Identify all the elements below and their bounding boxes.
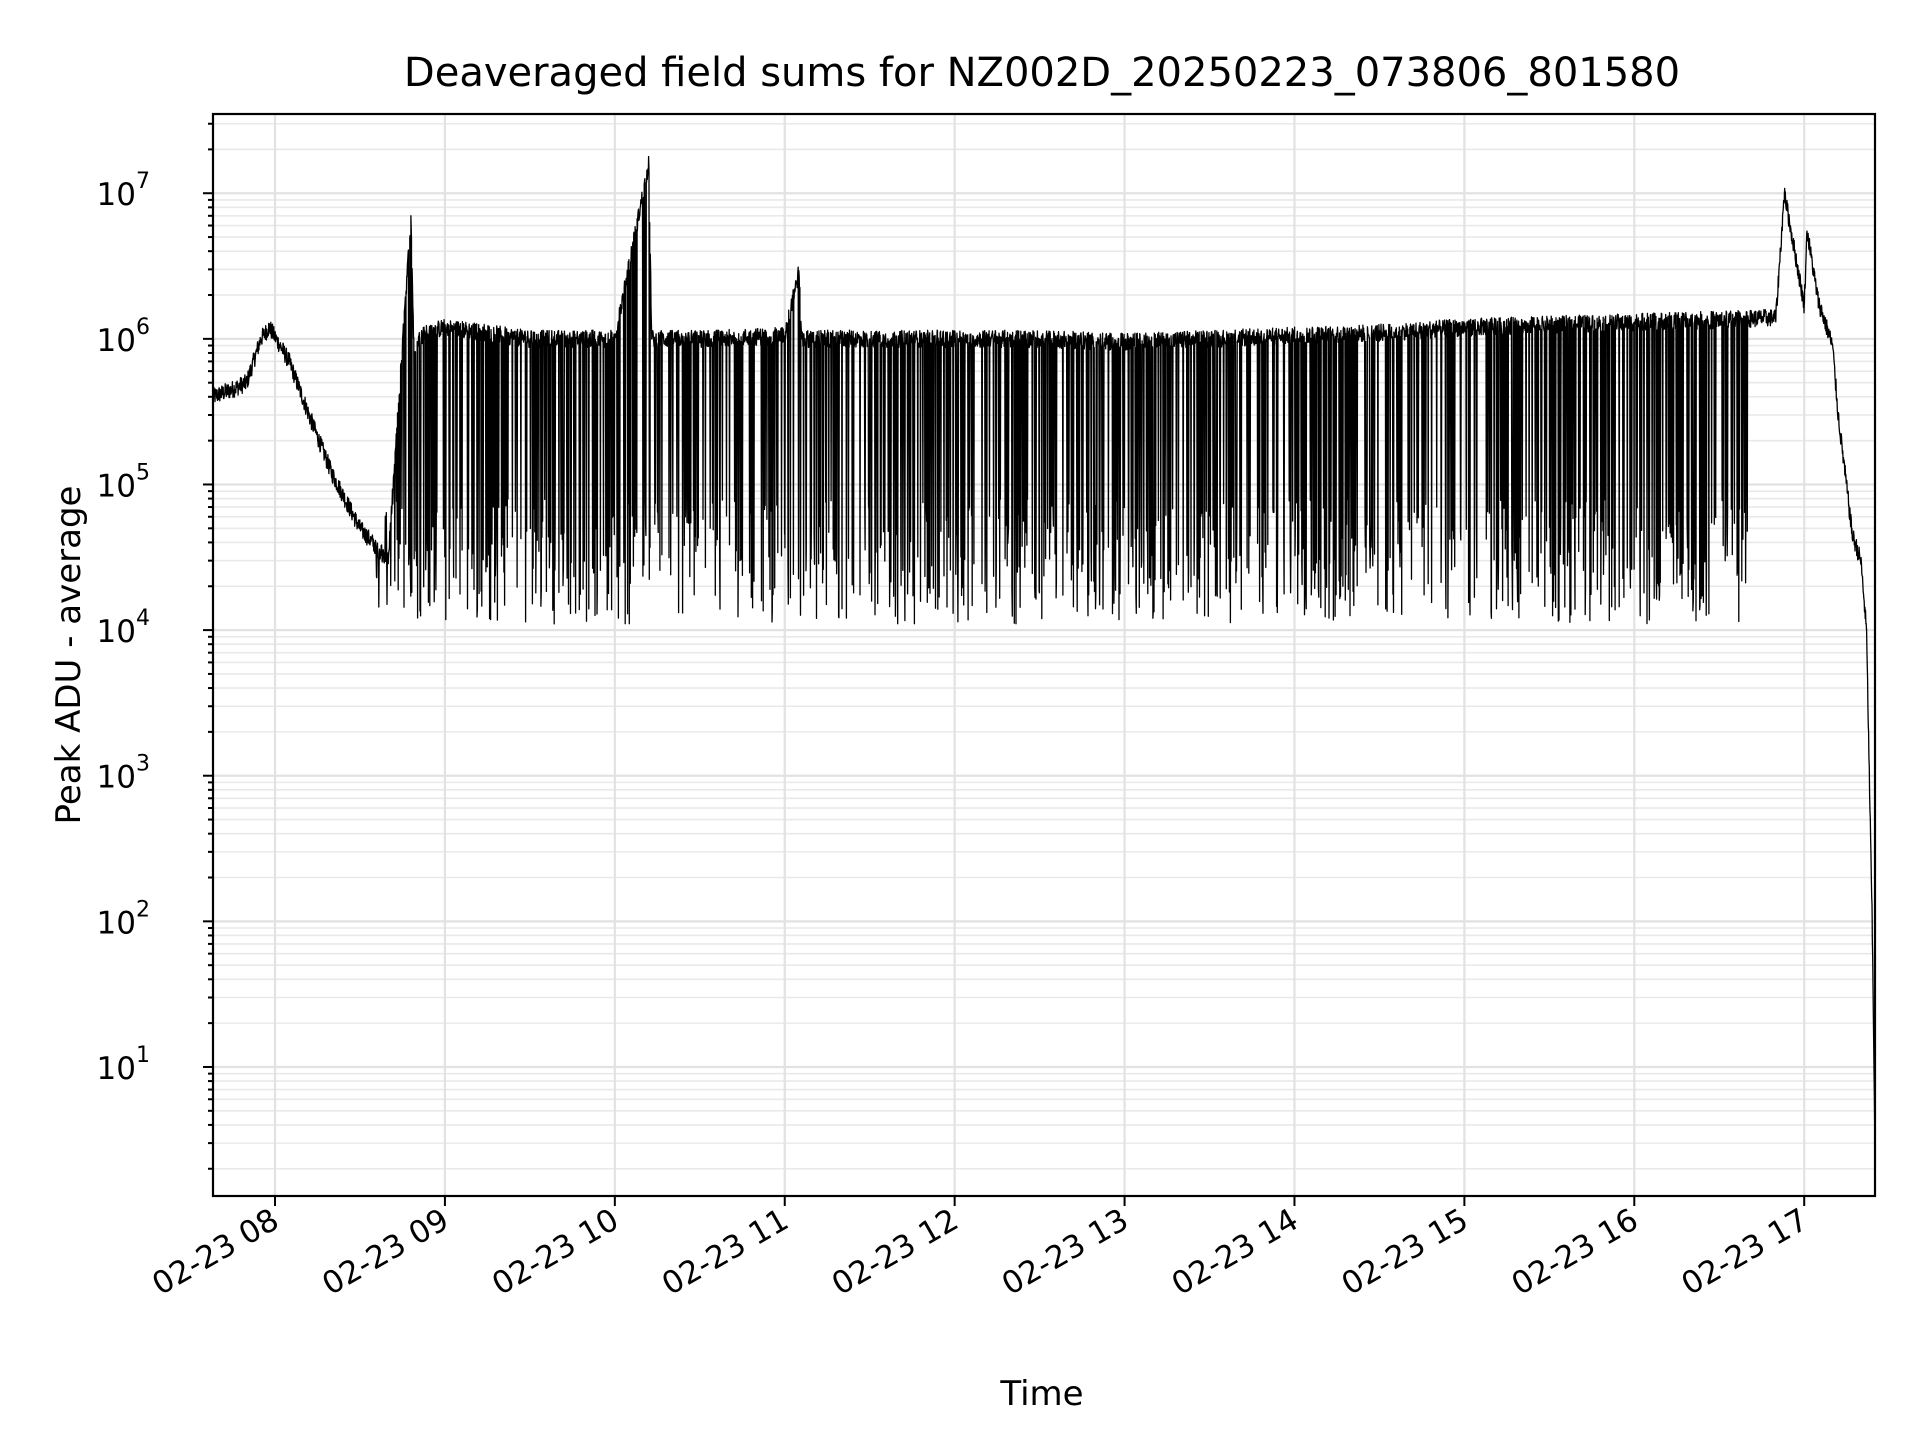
y-axis: 101 102 103 104 105 106 107 bbox=[97, 122, 213, 1170]
y-tick-label: 104 bbox=[97, 606, 150, 650]
series-line bbox=[212, 155, 1876, 1144]
y-tick-label: 105 bbox=[97, 460, 150, 504]
chart-title: Deaveraged field sums for NZ002D_2025022… bbox=[404, 50, 1680, 96]
y-tick-label: 107 bbox=[97, 169, 150, 213]
y-tick-label: 101 bbox=[97, 1043, 150, 1087]
axes-frame bbox=[211, 112, 1877, 1198]
x-axis-label: Time bbox=[999, 1374, 1083, 1414]
y-axis-label: Peak ADU - average bbox=[49, 486, 89, 825]
y-tick-label: 103 bbox=[97, 752, 150, 796]
grid bbox=[213, 114, 1875, 1196]
y-tick-label: 106 bbox=[97, 315, 150, 359]
plot-area bbox=[212, 155, 1876, 1144]
y-tick-label: 102 bbox=[97, 897, 150, 941]
